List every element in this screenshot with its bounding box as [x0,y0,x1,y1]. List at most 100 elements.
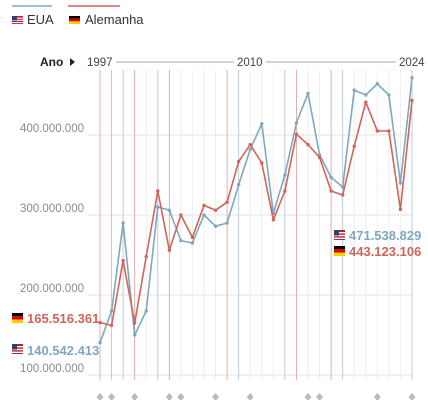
data-point-usa[interactable] [340,185,345,189]
start-callout-usa: 140.542.413 [12,343,99,358]
data-point-germany[interactable] [260,161,264,165]
timeline-marker[interactable] [246,393,254,400]
data-point-germany[interactable] [294,132,299,136]
us-flag-icon [12,344,23,354]
data-point-germany[interactable] [306,142,310,147]
timeline-marker[interactable] [373,393,381,400]
legend-usa-label: EUA [27,12,54,27]
data-point-usa[interactable] [109,309,114,313]
data-point-germany[interactable] [213,208,218,212]
timeline-mid-year: 2010 [237,57,263,69]
timeline-marker[interactable] [165,393,173,400]
timeline-marker[interactable] [131,393,139,400]
data-point-usa[interactable] [236,182,241,187]
data-point-germany[interactable] [340,193,345,197]
data-point-germany[interactable] [364,100,368,104]
timeline-header: Ano 1997 2010 2024 [40,55,425,69]
legend: EUA Alemanha [12,5,144,27]
data-point-germany[interactable] [109,323,114,328]
data-point-germany[interactable] [375,129,380,133]
data-point-usa[interactable] [213,224,218,228]
timeline-marker[interactable] [96,393,104,400]
data-point-usa[interactable] [202,213,206,217]
grid [88,70,413,380]
data-point-usa[interactable] [329,175,333,180]
us-flag-icon [334,230,345,240]
data-point-usa[interactable] [260,122,264,126]
data-point-germany[interactable] [352,144,356,148]
data-point-germany[interactable] [410,98,414,103]
data-point-germany[interactable] [387,129,391,133]
data-point-germany[interactable] [271,218,276,222]
data-point-germany[interactable] [190,235,195,240]
year-axis-title: Ano [40,55,63,69]
y-tick-label: 400.000.000 [20,123,84,135]
data-point-usa[interactable] [294,121,299,125]
start-value-usa: 140.542.413 [27,343,99,358]
x-axis-markers [96,393,416,400]
data-point-usa[interactable] [283,173,287,177]
data-point-usa[interactable] [156,205,160,209]
data-point-germany[interactable] [144,254,148,259]
data-point-usa[interactable] [306,91,310,96]
end-value-germany: 443.123.106 [349,244,421,259]
data-point-germany[interactable] [398,207,403,212]
y-axis-ticks: 400.000.000 300.000.000 200.000.000 100.000… [20,123,84,375]
data-point-usa[interactable] [144,309,148,313]
data-point-usa[interactable] [375,82,380,86]
end-callout-usa: 471.538.829 [334,228,421,243]
data-point-usa[interactable] [98,340,102,345]
timeline-marker[interactable] [304,393,312,400]
legend-item-germany[interactable]: Alemanha [68,5,144,27]
timeline-marker[interactable] [408,393,416,400]
start-value-germany: 165.516.361 [27,311,99,326]
data-point-germany[interactable] [98,320,102,325]
series [98,76,414,345]
y-tick-label: 300.000.000 [20,203,84,215]
caret-right-icon[interactable] [70,58,75,66]
data-point-usa[interactable] [225,221,229,225]
data-point-germany[interactable] [317,155,322,160]
data-point-germany[interactable] [167,248,172,252]
timeline-marker[interactable] [177,393,185,400]
end-value-usa: 471.538.829 [349,228,421,243]
data-point-usa[interactable] [364,93,368,97]
timeline-start-year: 1997 [87,57,113,69]
data-point-usa[interactable] [179,238,183,243]
data-point-germany[interactable] [248,142,252,147]
de-flag-icon [12,313,23,323]
start-callout-germany: 165.516.361 [12,311,99,326]
data-point-usa[interactable] [387,93,391,97]
data-point-usa[interactable] [398,181,403,185]
data-point-usa[interactable] [121,221,125,225]
data-point-germany[interactable] [121,258,125,263]
data-point-usa[interactable] [352,88,356,92]
data-point-usa[interactable] [410,76,414,80]
data-point-germany[interactable] [236,159,241,164]
data-point-usa[interactable] [167,208,172,212]
data-point-germany[interactable] [179,213,183,217]
series-line-usa[interactable] [99,77,413,343]
data-point-germany[interactable] [283,189,287,193]
de-flag-icon [334,246,345,256]
legend-item-usa[interactable]: EUA [12,5,54,27]
data-point-usa[interactable] [190,241,195,245]
timeline-marker[interactable] [316,393,324,400]
timeline-marker[interactable] [108,393,116,400]
data-point-usa[interactable] [248,147,252,152]
end-callout-germany: 443.123.106 [334,244,421,259]
data-point-germany[interactable] [202,203,206,208]
timeline-end-year: 2024 [399,57,425,69]
y-tick-label: 200.000.000 [20,283,84,295]
us-flag-icon [12,16,23,24]
data-point-germany[interactable] [329,189,333,193]
de-flag-icon [69,16,80,25]
data-point-germany[interactable] [225,200,229,204]
timeline-marker[interactable] [212,393,220,400]
data-point-germany[interactable] [132,321,137,325]
series-line-germany[interactable] [99,100,413,327]
data-point-germany[interactable] [156,189,160,193]
data-point-usa[interactable] [132,333,137,337]
legend-germany-label: Alemanha [85,12,144,27]
